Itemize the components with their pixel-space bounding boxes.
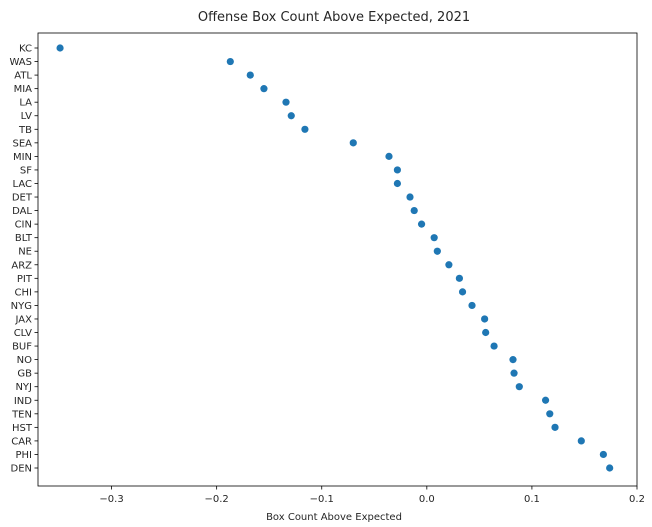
data-point [393, 166, 401, 174]
y-tick-label: WAS [9, 57, 32, 68]
data-point [606, 464, 614, 472]
data-point [541, 396, 550, 404]
y-tick-label: PHI [16, 450, 33, 461]
data-point [458, 288, 467, 296]
data-point [482, 328, 490, 337]
y-tick-label: DEN [11, 464, 33, 475]
y-tick-label: DAL [12, 206, 32, 217]
plot-frame [37, 32, 638, 487]
plot-area: KC WAS ATL MIA LA LV TB SEA MIN SF LAC DET DAL CIN BLT… [9, 32, 645, 505]
y-tick-label: LA [19, 98, 32, 109]
data-point [599, 450, 607, 459]
y-tick-label: CIN [15, 220, 32, 231]
data-point [287, 112, 295, 120]
data-point [551, 423, 559, 431]
y-tick-label: CAR [11, 436, 32, 447]
y-tick-label: MIN [13, 152, 32, 163]
data-point [260, 85, 268, 93]
y-tick-label: KC [19, 44, 32, 55]
y-tick-label: PIT [17, 274, 33, 285]
data-point [301, 125, 309, 133]
x-tick-label: −0.3 [99, 494, 123, 505]
data-point [481, 315, 489, 323]
data-point [393, 179, 401, 188]
x-axis-label: Box Count Above Expected [266, 512, 402, 523]
data-point [385, 152, 393, 160]
y-tick-label: ARZ [11, 260, 32, 271]
data-point [246, 71, 254, 79]
data-point [515, 383, 523, 391]
y-tick-label: BUF [12, 342, 32, 353]
data-point [455, 274, 464, 282]
y-tick-label: CLV [14, 328, 32, 339]
data-point [510, 369, 518, 377]
y-tick-label: DET [12, 193, 33, 204]
y-tick-label: IND [14, 396, 32, 407]
data-point [546, 410, 554, 418]
y-tick-label: HST [12, 423, 33, 434]
y-tick-label: CHI [15, 287, 32, 298]
y-tick-label: BLT [15, 233, 33, 244]
data-point [406, 193, 414, 201]
y-tick-label: NO [17, 355, 32, 366]
x-tick-label: 0.1 [524, 494, 540, 505]
chart-title: Offense Box Count Above Expected, 2021 [198, 10, 470, 25]
data-point [490, 342, 498, 350]
y-tick-label: NE [18, 247, 32, 258]
y-tick-label: SF [20, 165, 32, 176]
y-tick-label: TB [18, 125, 32, 136]
y-tick-label: NYG [11, 301, 32, 312]
x-tick-label: 0.2 [629, 494, 645, 505]
y-tick-label: SEA [12, 138, 32, 149]
data-point [282, 98, 290, 106]
y-tick-label: LV [21, 111, 32, 122]
data-point [577, 437, 585, 445]
data-point [468, 301, 476, 310]
x-tick-label: −0.1 [310, 494, 334, 505]
data-point [433, 247, 441, 255]
y-tick-label: ATL [14, 71, 32, 82]
y-tick-label: LAC [13, 179, 32, 190]
y-tick-label: NYJ [15, 382, 32, 393]
x-tick-label: 0.0 [419, 494, 435, 505]
data-point [445, 261, 453, 269]
data-point [430, 234, 438, 242]
y-tick-label: JAX [15, 314, 33, 325]
data-point [410, 206, 418, 215]
data-point [509, 356, 517, 364]
data-point [226, 57, 234, 66]
y-tick-label: TEN [11, 409, 32, 420]
data-point [56, 44, 64, 52]
y-tick-label: GB [17, 369, 32, 380]
data-point [417, 220, 426, 228]
data-point [349, 139, 357, 147]
y-tick-label: MIA [14, 84, 33, 95]
x-tick-label: −0.2 [205, 494, 229, 505]
